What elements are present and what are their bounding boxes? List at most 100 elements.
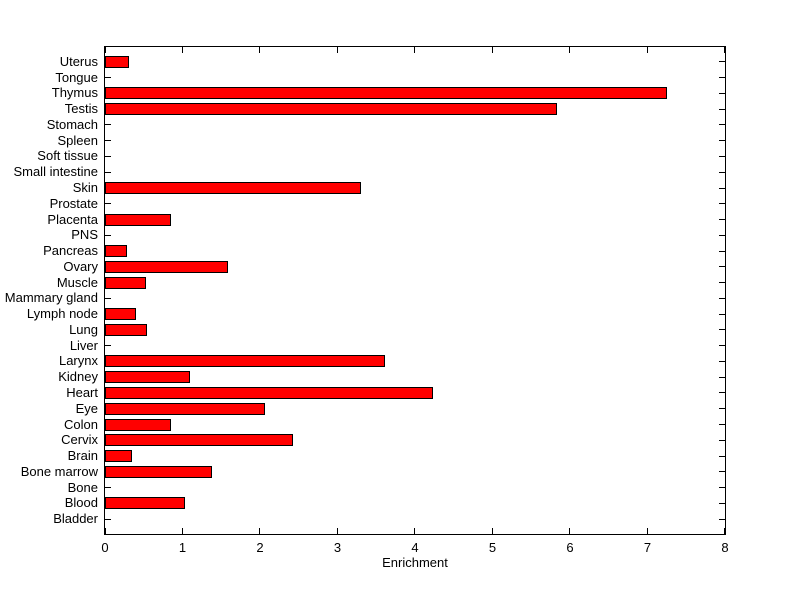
x-tick-label: 0	[101, 540, 109, 555]
bar	[105, 386, 433, 399]
x-axis-label: Enrichment	[382, 555, 448, 570]
y-tick	[719, 376, 725, 378]
x-tick-label: 1	[178, 540, 187, 555]
category-label: Eye	[75, 400, 98, 416]
y-tick	[719, 408, 725, 410]
x-tick	[259, 47, 260, 53]
y-tick	[105, 234, 111, 236]
bar	[105, 260, 228, 273]
bar	[105, 276, 146, 289]
category-label: Cervix	[61, 432, 98, 448]
y-tick	[719, 234, 725, 236]
bar	[105, 323, 148, 336]
category-label: Tongue	[55, 69, 98, 85]
x-tick	[491, 47, 493, 53]
x-tick	[336, 47, 338, 53]
y-tick	[105, 77, 111, 79]
category-label: Uterus	[59, 53, 98, 69]
y-tick	[719, 313, 725, 315]
bar	[105, 434, 293, 447]
y-tick	[719, 487, 725, 489]
y-tick	[719, 219, 725, 221]
category-label: Testis	[64, 101, 98, 117]
x-tick	[414, 528, 415, 534]
y-tick	[719, 424, 725, 426]
x-tick	[414, 47, 415, 53]
category-label: Spleen	[57, 132, 98, 148]
y-tick	[105, 203, 111, 205]
category-label: Bladder	[53, 511, 98, 527]
bar	[105, 418, 172, 431]
y-tick	[105, 124, 111, 126]
x-tick	[491, 528, 493, 534]
x-tick	[181, 47, 183, 53]
bar	[105, 497, 185, 510]
y-tick	[719, 455, 725, 457]
bar	[105, 245, 128, 258]
x-tick	[569, 528, 570, 534]
y-tick	[719, 297, 725, 299]
y-tick	[719, 360, 725, 362]
category-label: Muscle	[56, 274, 98, 290]
category-label: Thymus	[51, 85, 98, 101]
x-tick-label: 8	[721, 540, 729, 555]
y-tick	[105, 155, 111, 157]
category-label: Lung	[69, 321, 98, 337]
bar	[105, 182, 362, 195]
x-tick	[105, 528, 106, 534]
category-label: Small intestine	[13, 164, 98, 180]
category-label: Lymph node	[26, 306, 98, 322]
y-tick	[105, 297, 111, 299]
category-label: Bone marrow	[20, 463, 98, 479]
bar	[105, 55, 129, 68]
y-tick	[719, 155, 725, 157]
plot-area	[104, 46, 726, 535]
category-label: Heart	[66, 384, 98, 400]
x-tick-label: 7	[643, 540, 652, 555]
bar	[105, 103, 557, 116]
x-tick	[105, 47, 106, 53]
category-label: Ovary	[63, 258, 98, 274]
y-tick	[719, 124, 725, 126]
bar	[105, 213, 172, 226]
category-label: Soft tissue	[37, 148, 98, 164]
bar	[105, 355, 386, 368]
y-tick	[719, 345, 725, 347]
category-label: Stomach	[46, 116, 98, 132]
x-tick	[336, 528, 338, 534]
category-label: Bone	[67, 479, 98, 495]
category-label: Brain	[67, 448, 98, 464]
x-tick	[181, 528, 183, 534]
bar	[105, 371, 190, 384]
y-tick	[719, 203, 725, 205]
bar	[105, 465, 212, 478]
category-label: Mammary gland	[4, 290, 98, 306]
y-tick	[719, 518, 725, 520]
y-tick	[105, 518, 111, 520]
category-label: Kidney	[58, 369, 98, 385]
y-tick	[719, 171, 725, 173]
bar	[105, 308, 137, 321]
category-label: Larynx	[58, 353, 98, 369]
bar	[105, 450, 132, 463]
x-tick	[646, 47, 648, 53]
y-tick	[719, 392, 725, 394]
x-tick-label: 6	[566, 540, 574, 555]
category-label: Skin	[72, 180, 98, 196]
category-label: Placenta	[47, 211, 98, 227]
y-tick	[719, 61, 725, 63]
x-tick-label: 2	[256, 540, 264, 555]
y-tick	[719, 471, 725, 473]
category-label: Prostate	[49, 195, 98, 211]
y-tick	[719, 250, 725, 252]
y-tick	[719, 92, 725, 94]
bar	[105, 402, 266, 415]
bar	[105, 87, 668, 100]
y-tick	[719, 282, 725, 284]
y-tick	[105, 140, 111, 142]
category-label: Colon	[64, 416, 98, 432]
category-label: Blood	[64, 495, 98, 511]
x-tick	[646, 528, 648, 534]
y-tick	[719, 502, 725, 504]
y-tick	[105, 487, 111, 489]
